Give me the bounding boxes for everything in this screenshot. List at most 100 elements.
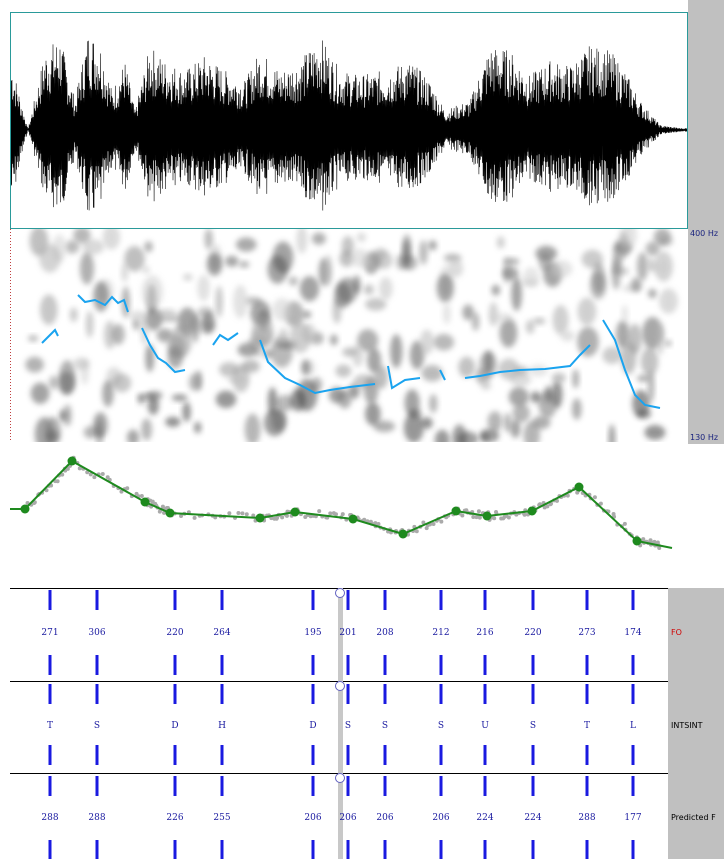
spectral-energy (296, 226, 307, 253)
spectral-energy (365, 298, 386, 311)
tier-label: L (630, 721, 636, 731)
tier-label: S (382, 721, 388, 731)
f0-sample (507, 515, 511, 519)
spectral-energy (434, 334, 455, 351)
tier-label: H (218, 721, 226, 731)
target-point (575, 483, 584, 492)
spectral-energy (644, 425, 665, 440)
tier-label: D (309, 721, 316, 731)
spectral-energy (646, 242, 660, 256)
tier-name: INTSINT (671, 721, 703, 730)
spectral-energy (238, 343, 259, 357)
cursor-handle (336, 682, 345, 691)
spectral-energy (245, 413, 261, 445)
tier-label: 206 (432, 813, 449, 823)
spectral-energy (290, 389, 306, 411)
f0-samples (25, 456, 662, 550)
f0-sample (460, 514, 464, 518)
spectral-energy (609, 424, 615, 452)
tier-label: 177 (624, 813, 641, 823)
spectral-energy (335, 365, 351, 378)
tier-label: T (47, 721, 53, 731)
spectral-energy (80, 252, 94, 284)
spectral-energy (593, 263, 606, 294)
spectral-energy (112, 324, 125, 345)
f0-sample (280, 515, 284, 519)
spectral-energy (70, 308, 78, 322)
target-point (256, 514, 265, 523)
spectral-energy (511, 277, 522, 311)
tier-label: S (438, 721, 444, 731)
spectral-energy (127, 429, 139, 445)
cursor-handle (336, 774, 345, 783)
spectral-energy (637, 252, 648, 281)
spectral-energy (374, 365, 388, 389)
spectral-energy (560, 330, 574, 341)
spectral-energy (420, 330, 434, 355)
spectral-energy (613, 251, 621, 275)
spectral-energy (301, 359, 310, 375)
spectral-energy (334, 282, 351, 308)
spectral-energy (533, 318, 545, 325)
spectral-energy (498, 359, 519, 380)
spectral-energy (342, 347, 357, 356)
target-point (291, 508, 300, 517)
spectral-energy (73, 358, 89, 370)
tier-label: 224 (476, 813, 493, 823)
spectral-energy (28, 335, 38, 341)
spectral-energy (367, 267, 374, 274)
spectral-energy (171, 324, 192, 357)
target-point (166, 509, 175, 518)
tier-label: 174 (624, 628, 641, 638)
spectral-energy (216, 391, 237, 408)
spectral-energy (429, 240, 437, 250)
spectral-energy (338, 390, 352, 409)
spectral-energy (500, 318, 518, 347)
target-points (21, 457, 642, 546)
target-point (528, 507, 537, 516)
spectral-energy (239, 261, 249, 268)
waveform-trace (11, 41, 687, 211)
tier-label: U (481, 721, 489, 731)
spectral-energy (31, 383, 50, 404)
spectral-energy (379, 277, 393, 300)
spectral-energy (637, 375, 650, 382)
tier-label: 271 (41, 628, 58, 638)
spectral-energy (509, 387, 529, 407)
spectral-energy (419, 240, 427, 265)
target-curve (10, 461, 672, 548)
spectral-energy (49, 376, 59, 390)
tier-label: S (530, 721, 536, 731)
tier-label: 220 (524, 628, 541, 638)
spectral-energy (572, 398, 582, 420)
target-point (399, 530, 408, 539)
spectral-energy (197, 275, 210, 301)
f0-sample (101, 472, 105, 476)
spectral-energy (578, 298, 597, 326)
spectral-energy (233, 285, 247, 319)
spectral-energy (273, 298, 292, 321)
spectral-energy (205, 229, 213, 250)
spectral-energy (182, 402, 191, 422)
spectral-energy (157, 309, 176, 316)
f0-sample (623, 522, 627, 526)
spectral-energy (73, 227, 90, 243)
tier-label: S (94, 721, 100, 731)
tier-label: 288 (88, 813, 105, 823)
spectral-energy (443, 303, 451, 324)
spectral-energy (481, 382, 491, 390)
tier-label: 224 (524, 813, 541, 823)
spectral-energy (194, 422, 202, 434)
spectral-energy (462, 304, 473, 320)
spectral-energy (390, 334, 402, 368)
spectral-energy (492, 285, 501, 296)
spectral-energy (165, 417, 180, 427)
tier-name: FO (671, 628, 682, 637)
spectral-energy (279, 328, 288, 343)
f0-sample (92, 475, 96, 479)
spectral-energy (289, 277, 298, 286)
spectral-energy (93, 412, 108, 438)
spectral-energy (504, 413, 510, 432)
spectral-energy (207, 253, 223, 276)
spectral-energy (183, 274, 192, 281)
